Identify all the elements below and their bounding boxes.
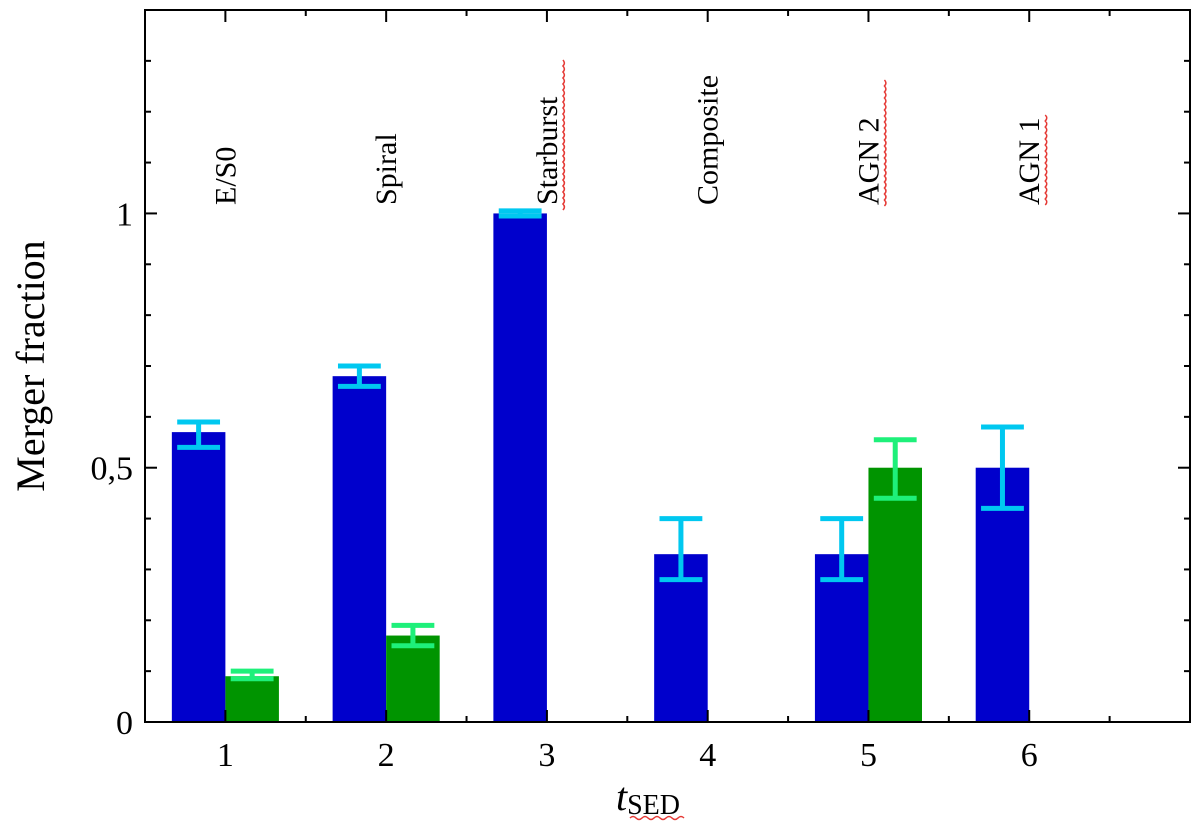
category-labels: E/S0 Spiral Starburst Composite AGN 2 AGN 1 — [209, 59, 1048, 211]
x-tick-label-5: 5 — [860, 737, 877, 774]
tick-labels: 0 0,5 1 1 2 3 4 5 6 — [91, 196, 1038, 774]
x-tick-label-2: 2 — [378, 737, 395, 774]
y-tick-label: 0 — [116, 705, 133, 742]
category-label-e-s0: E/S0 — [209, 147, 242, 205]
x-tick-label-1: 1 — [217, 737, 234, 774]
x-tick-label-6: 6 — [1021, 737, 1038, 774]
x-axis-title: tSED — [616, 774, 680, 821]
bar-green-2 — [386, 635, 440, 722]
category-label-agn-1: AGN 1 — [1013, 118, 1046, 206]
bar-green-5 — [868, 467, 922, 722]
bar-blue-1 — [171, 432, 226, 722]
category-label-spiral: Spiral — [370, 133, 403, 205]
bar-green-1 — [225, 676, 279, 722]
x-tick-label-4: 4 — [699, 737, 716, 774]
spellcheck-underline-agn2 — [883, 79, 887, 207]
x-axis-title-main: t — [616, 774, 628, 819]
error-bars-layer — [177, 208, 1024, 682]
bar-blue-2 — [332, 376, 387, 722]
bar-blue-3 — [493, 213, 547, 722]
y-tick-label: 1 — [116, 196, 133, 233]
spellcheck-underline-starburst — [561, 59, 566, 211]
spellcheck-underline-sed — [629, 815, 685, 821]
category-label-agn-2: AGN 2 — [852, 118, 885, 206]
category-label-composite: Composite — [692, 75, 725, 205]
spellcheck-underline-agn1 — [1044, 114, 1048, 206]
category-label-starburst: Starburst — [531, 96, 564, 205]
y-tick-label: 0,5 — [91, 451, 134, 488]
y-axis-title: Merger fraction — [8, 240, 53, 491]
bar-blue-4 — [654, 554, 708, 722]
axis-ticks — [145, 10, 1190, 723]
x-tick-label-3: 3 — [538, 737, 555, 774]
bars-layer — [171, 213, 1030, 722]
bar-blue-5 — [814, 554, 869, 722]
x-axis-title-sub: SED — [627, 790, 680, 821]
